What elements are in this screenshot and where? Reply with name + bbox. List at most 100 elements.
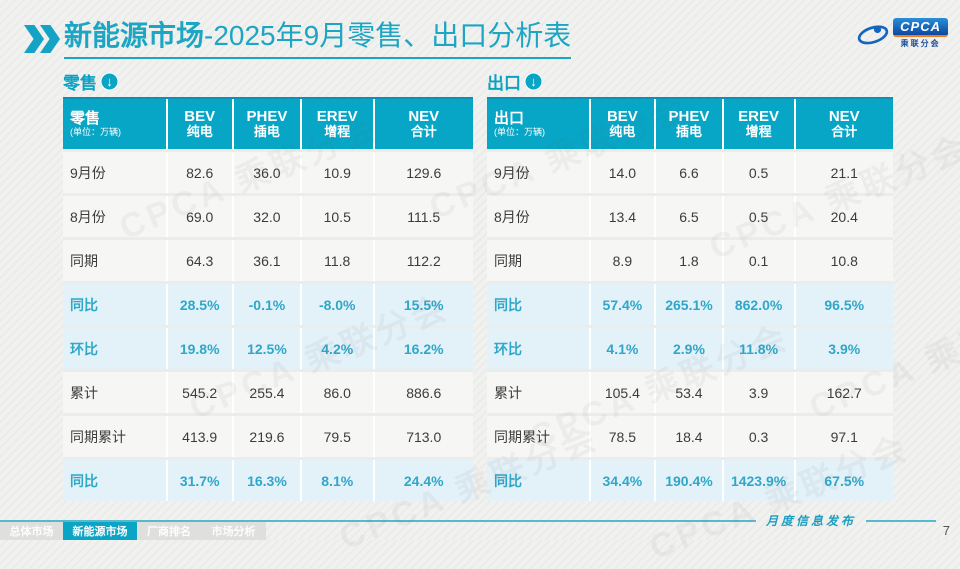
tab-1[interactable]: 总体市场: [9, 526, 54, 538]
column-header-en: EREV: [316, 107, 358, 125]
table-cell: 28.5%: [165, 284, 232, 325]
row-label-cell: 同期: [70, 252, 98, 269]
row-label-cell: 同比: [494, 296, 522, 313]
down-arrow-icon: ↓: [100, 71, 119, 91]
cpca-logo-subtitle: 乘联分会: [900, 39, 941, 48]
row-label-cell: 同期: [494, 252, 522, 269]
column-header-zh: 增程: [745, 124, 772, 140]
table-cell: 16.2%: [372, 328, 473, 369]
table-cell: 34.4%: [588, 460, 655, 501]
table-cell: 97.1: [793, 416, 893, 457]
table-cell: 255.4: [231, 372, 300, 413]
column-header-en: PHEV: [246, 107, 288, 125]
table-row: 同比 31.7% 16.3% 8.1% 24.4%: [63, 457, 473, 501]
table-cell: 265.1%: [654, 284, 721, 325]
table-row: 8月份 69.0 32.0 10.5 111.5: [63, 193, 473, 237]
table-row: 同比 57.4% 265.1% 862.0% 96.5%: [487, 281, 893, 325]
table-cell: 2.9%: [654, 328, 721, 369]
table-cell: 13.4: [588, 196, 655, 237]
table-cell: 19.8%: [165, 328, 232, 369]
column-header-zh: 合计: [410, 124, 437, 140]
table-cell: 0.3: [721, 416, 794, 457]
table-row: 同比 34.4% 190.4% 1423.9% 67.5%: [487, 457, 893, 501]
table-cell: 20.4: [793, 196, 893, 237]
tab-4[interactable]: 市场分析: [211, 526, 256, 538]
row-label-cell: 同比: [70, 472, 98, 489]
table-cell: -8.0%: [299, 284, 373, 325]
title-bold: 新能源市场: [64, 20, 205, 51]
table-cell: 190.4%: [654, 460, 721, 501]
table-cell: 78.5: [588, 416, 655, 457]
table-cell: 57.4%: [588, 284, 655, 325]
page-number: 7: [942, 523, 950, 538]
table-cell: 96.5%: [793, 284, 893, 325]
table-cell: 4.1%: [588, 328, 655, 369]
corner-unit: (单位：万辆): [494, 127, 545, 138]
column-header-zh: 合计: [831, 124, 858, 140]
row-label-cell: 8月份: [70, 208, 106, 225]
table-cell: 10.8: [793, 240, 893, 281]
column-header-en: NEV: [408, 107, 440, 125]
table-cell: 11.8: [299, 240, 373, 281]
cpca-logo-text: CPCA: [893, 18, 948, 37]
table-corner-cell: 出口 (单位：万辆): [487, 99, 589, 149]
column-header-zh: 增程: [324, 124, 351, 140]
table-row: 累计 105.4 53.4 3.9 162.7: [487, 369, 893, 413]
table-header-row: 出口 (单位：万辆) BEV 纯电 PHEV 插电 EREV 增程 NEV 合计: [487, 97, 893, 149]
table-cell: 10.5: [299, 196, 373, 237]
table-cell: 0.5: [721, 196, 794, 237]
table-cell: 79.5: [299, 416, 373, 457]
table-cell: 1423.9%: [721, 460, 794, 501]
row-label-cell: 同期累计: [70, 428, 126, 445]
table-cell: 64.3: [165, 240, 232, 281]
table-cell: 36.0: [231, 152, 300, 193]
table-cell: 6.6: [654, 152, 721, 193]
table-row: 同比 28.5% -0.1% -8.0% 15.5%: [63, 281, 473, 325]
table-cell: 3.9: [721, 372, 794, 413]
table-cell: 112.2: [372, 240, 473, 281]
table-cell: 14.0: [588, 152, 655, 193]
table-row: 同期 64.3 36.1 11.8 112.2: [63, 237, 473, 281]
table-corner-cell: 零售 (单位：万辆): [63, 99, 166, 149]
table-cell: 0.1: [721, 240, 794, 281]
table-cell: 162.7: [793, 372, 893, 413]
row-label-cell: 环比: [70, 340, 98, 357]
table-row: 环比 19.8% 12.5% 4.2% 16.2%: [63, 325, 473, 369]
table-row: 9月份 82.6 36.0 10.9 129.6: [63, 149, 473, 193]
column-header-cell: EREV 增程: [721, 99, 794, 149]
column-header-en: BEV: [606, 107, 638, 125]
export-section: 出口 ↓ 出口 (单位：万辆) BEV 纯电 PHEV 插电 EREV 增程 NEV 合计 9月份 1…: [487, 68, 893, 501]
column-header-cell: BEV 纯电: [165, 99, 232, 149]
tab-2[interactable]: 新能源市场: [63, 522, 137, 540]
table-cell: 886.6: [372, 372, 473, 413]
row-label-cell: 同期累计: [494, 428, 550, 445]
table-cell: 862.0%: [721, 284, 794, 325]
column-header-zh: 插电: [675, 124, 702, 140]
row-label-cell: 环比: [494, 340, 522, 357]
table-cell: 10.9: [299, 152, 373, 193]
table-row: 同期 8.9 1.8 0.1 10.8: [487, 237, 893, 281]
table-row: 同期累计 78.5 18.4 0.3 97.1: [487, 413, 893, 457]
chevron-icon: [24, 25, 60, 53]
tab-3[interactable]: 厂商排名: [147, 526, 191, 538]
cpca-swirl-icon: [857, 24, 889, 44]
column-header-en: NEV: [828, 107, 860, 125]
table-cell: 0.5: [721, 152, 794, 193]
column-header-cell: PHEV 插电: [231, 99, 300, 149]
table-cell: 8.1%: [299, 460, 373, 501]
footer-rule: 月度信息发布: [0, 512, 960, 529]
column-header-zh: 纯电: [609, 124, 636, 140]
cpca-logo: CPCA 乘联分会: [855, 18, 948, 49]
column-header-en: BEV: [184, 107, 216, 125]
table-cell: 15.5%: [372, 284, 473, 325]
export-table: 出口 (单位：万辆) BEV 纯电 PHEV 插电 EREV 增程 NEV 合计 9月份 14.0 6.…: [487, 97, 893, 501]
corner-title: 出口: [494, 110, 525, 128]
table-header-row: 零售 (单位：万辆) BEV 纯电 PHEV 插电 EREV 增程 NEV 合计: [63, 97, 473, 149]
corner-unit: (单位：万辆): [70, 127, 121, 138]
table-cell: 111.5: [372, 196, 473, 237]
table-cell: 1.8: [654, 240, 721, 281]
section-label-text: 出口: [487, 73, 521, 93]
row-label-cell: 同比: [70, 296, 98, 313]
corner-title: 零售: [70, 110, 101, 128]
table-cell: 105.4: [588, 372, 655, 413]
